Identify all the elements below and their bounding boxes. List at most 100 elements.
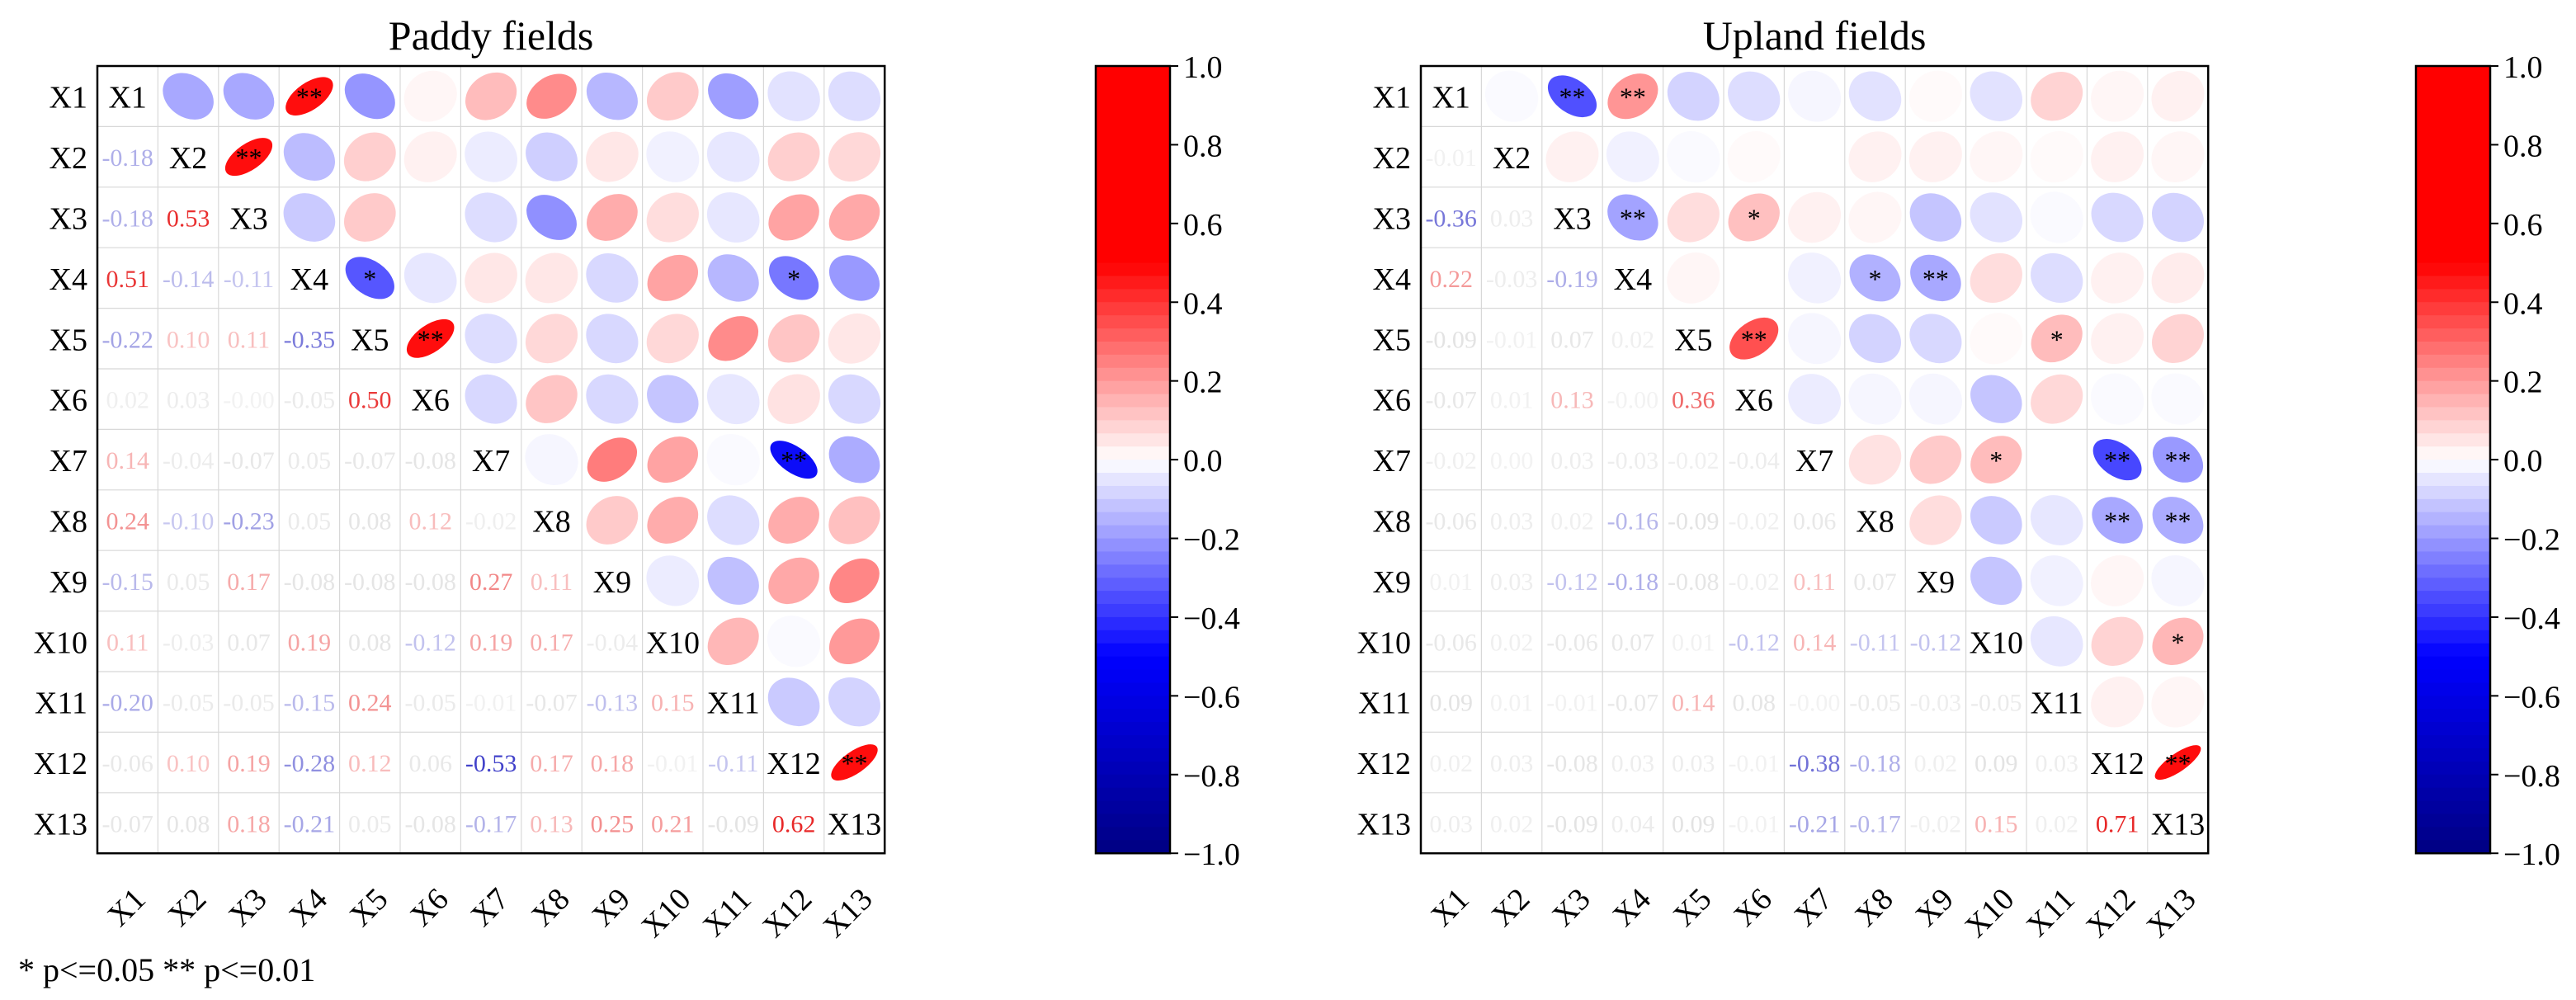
colorbar-segment — [2416, 827, 2490, 842]
correlation-ellipse — [706, 192, 760, 243]
y-tick-label: X10 — [34, 625, 87, 660]
y-tick-label: X9 — [1373, 565, 1411, 600]
correlation-value: 0.18 — [591, 750, 635, 777]
colorbar-segment — [1096, 158, 1170, 172]
colorbar-segment — [1096, 66, 1170, 80]
correlation-value: -0.09 — [707, 811, 759, 838]
correlation-ellipse — [2154, 745, 2201, 781]
y-tick-label: X8 — [1373, 505, 1411, 540]
correlation-ellipse — [163, 73, 214, 120]
correlation-value: 0.24 — [106, 508, 149, 535]
correlation-value: 0.50 — [348, 387, 392, 414]
correlation-value: 0.15 — [651, 690, 695, 717]
x-tick-label: X4 — [1606, 882, 1658, 934]
diagonal-label: X7 — [472, 444, 510, 479]
y-tick-label: X9 — [50, 565, 87, 600]
correlation-value: -0.04 — [587, 629, 639, 656]
colorbar: 1.0 0.8 0.6 0.4 0.2 0.0 −0.2 −0.4 −0.6 −0.8 −1.0 — [1094, 50, 1240, 872]
colorbar-segment — [1096, 446, 1170, 460]
colorbar-segment — [2416, 840, 2490, 854]
colorbar-segment — [2416, 473, 2490, 487]
correlation-ellipse — [2151, 70, 2205, 122]
diagonal-label: X4 — [1614, 262, 1652, 297]
correlation-ellipse — [2030, 191, 2083, 243]
correlation-ellipse — [526, 375, 578, 423]
colorbar-segment — [2416, 761, 2490, 776]
correlation-value: -0.04 — [163, 447, 215, 474]
colorbar-segment — [1096, 315, 1170, 329]
correlation-value: 0.17 — [530, 629, 573, 656]
correlation-ellipse — [2091, 192, 2144, 243]
correlation-value: 0.11 — [531, 568, 573, 596]
colorbar-segment — [2416, 131, 2490, 146]
correlation-value: -0.06 — [1425, 508, 1477, 535]
correlation-value: 0.02 — [1429, 750, 1473, 777]
colorbar-segment — [1096, 249, 1170, 264]
correlation-value: -0.01 — [1546, 690, 1598, 717]
correlation-ellipse — [767, 71, 820, 121]
diagonal-label: X11 — [2031, 686, 2083, 721]
x-tick-label: X10 — [1958, 882, 2021, 945]
correlation-value: -0.03 — [1607, 447, 1659, 474]
colorbar-segment — [1096, 748, 1170, 762]
colorbar-tick-label: 0.4 — [1183, 286, 1223, 321]
correlation-ellipse — [828, 374, 881, 424]
panel-1: Paddy fieldsX1X2X3X4X5X6X7X8X9X10X11X12X… — [34, 12, 1240, 945]
correlation-value: -0.12 — [1910, 629, 1962, 656]
chart-title: Paddy fields — [389, 12, 594, 59]
correlation-ellipse — [403, 191, 457, 243]
colorbar-segment — [1096, 538, 1170, 553]
colorbar-segment — [2416, 380, 2490, 395]
correlation-ellipse — [2151, 252, 2205, 304]
correlation-value: 0.02 — [2035, 811, 2078, 838]
correlation-ellipse — [2091, 554, 2144, 606]
correlation-value: 0.03 — [1672, 750, 1715, 777]
correlation-ellipse — [1727, 252, 1781, 304]
colorbar-segment — [2416, 446, 2490, 460]
correlation-value: 0.01 — [1672, 629, 1715, 656]
y-tick-label: X5 — [1373, 323, 1411, 357]
correlation-ellipse — [283, 133, 336, 181]
colorbar-segment — [2416, 249, 2490, 264]
correlation-ellipse — [1909, 314, 1962, 364]
correlation-value: 0.05 — [167, 568, 210, 596]
colorbar-segment — [2416, 485, 2490, 500]
y-tick-label: X1 — [1373, 81, 1411, 116]
x-tick-label: X5 — [343, 882, 395, 934]
correlation-value: 0.21 — [651, 811, 695, 838]
y-tick-label: X2 — [50, 141, 87, 176]
colorbar-segment — [2416, 171, 2490, 185]
correlation-ellipse — [647, 497, 699, 544]
correlation-value: -0.07 — [1607, 690, 1659, 717]
correlation-ellipse — [224, 138, 273, 177]
correlation-value: 0.36 — [1672, 387, 1715, 414]
correlation-value: 0.02 — [1490, 811, 1534, 838]
correlation-value: 0.04 — [1611, 811, 1655, 838]
correlation-ellipse — [586, 496, 639, 545]
significance-marker: ** — [2104, 507, 2130, 536]
correlation-ellipse — [586, 374, 639, 424]
colorbar-segment — [2416, 669, 2490, 684]
colorbar-segment — [1096, 722, 1170, 736]
colorbar-segment — [2416, 302, 2490, 316]
correlation-value: 0.12 — [348, 750, 392, 777]
colorbar-segment — [1096, 131, 1170, 146]
correlation-value: -0.16 — [1607, 508, 1659, 535]
correlation-value: 0.53 — [167, 205, 210, 233]
correlation-ellipse — [1729, 317, 1779, 360]
correlation-ellipse — [828, 618, 880, 665]
colorbar-segment — [1096, 354, 1170, 369]
colorbar-segment — [1096, 262, 1170, 277]
correlation-ellipse — [526, 73, 577, 119]
correlation-ellipse — [1788, 191, 1842, 243]
colorbar-segment — [2416, 315, 2490, 329]
colorbar-tick-label: 0.2 — [1183, 366, 1223, 400]
x-tick-label: X2 — [1485, 882, 1537, 934]
colorbar-segment — [2416, 92, 2490, 106]
x-tick-label: X2 — [162, 882, 214, 934]
correlation-value: 0.11 — [106, 629, 149, 656]
correlation-ellipse — [2030, 555, 2083, 606]
correlation-ellipse — [1788, 70, 1842, 122]
correlation-value: -0.18 — [1607, 568, 1659, 596]
diagonal-label: X2 — [169, 141, 207, 176]
